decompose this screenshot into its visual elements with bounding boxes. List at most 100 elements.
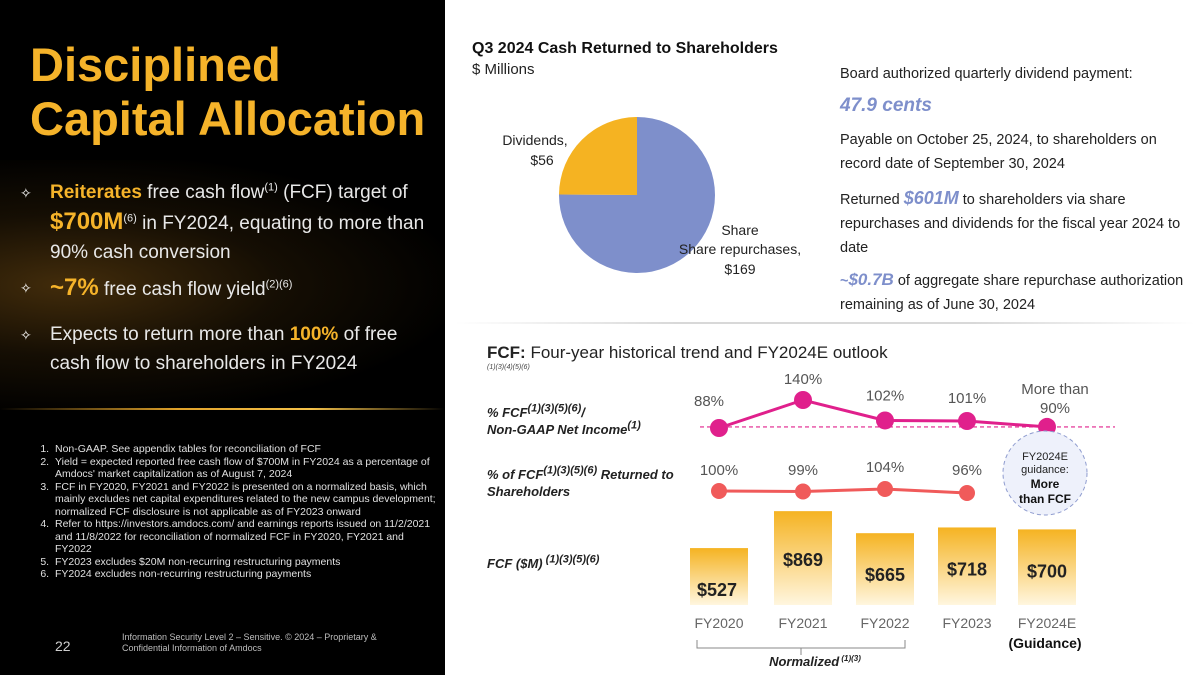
fcf-net-income-label: 101% [948,390,986,407]
row-label-fcf-net-income: % FCF(1)(3)(5)(6)/ Non-GAAP Net Income(1… [487,402,641,438]
footnote-ref: (2)(6) [265,278,293,291]
dividend-amount: 47.9 cents [840,93,1190,119]
fcf-net-income-label: 140% [784,371,822,388]
fcf-returned-label: 104% [866,459,904,476]
guidance-bubble-line2: guidance: [1021,464,1069,476]
pie-chart-title: Q3 2024 Cash Returned to Shareholders [472,40,778,57]
dividend-value: 47.9 cents [840,95,932,116]
returned-text: Returned $601M to shareholders via share… [840,186,1190,260]
fcf-net-income-label: 90% [1040,400,1070,417]
footnote-ref: (1)(3)(5)(6) [527,402,582,415]
row-label-text: % FCF [487,405,528,420]
fcf-bar [938,527,996,605]
footnote-ref: (1)(3)(5)(6) [543,464,598,477]
fcf-section-title: FCF: Four-year historical trend and FY20… [487,343,888,363]
bullet-text: free cash flow yield [98,279,266,300]
returned-pre: Returned [840,192,904,208]
fcf-category-label: FY2023 [942,615,991,631]
auth-post: of aggregate share repurchase authorizat… [840,273,1184,313]
pie-label-repurchases: Share repurchases, [679,241,801,257]
fcf-returned-point [711,483,727,499]
section-divider [455,322,1195,324]
bullet-value: 100% [289,324,339,345]
highlight-glow [0,160,445,410]
fcf-bar-label: $700 [1027,561,1067,581]
row-label-text: Non-GAAP Net Income [487,422,628,437]
sparkle-icon: ✧ [20,327,32,343]
fcf-net-income-label: More than [1021,381,1089,398]
fcf-net-income-point [794,391,812,409]
fcf-returned-point [877,481,893,497]
normalized-footnote: (1)(3) [839,654,861,663]
fcf-returned-label: 96% [952,462,982,479]
fcf-category-label: FY2024E [1018,615,1076,631]
bullet-text: (FCF) target of [277,182,408,203]
fcf-title-rest: Four-year historical trend and FY2024E o… [525,343,888,362]
footnote: FY2024 excludes non-recurring restructur… [52,568,440,581]
bullet-value: $700M [50,208,124,235]
bullet-value: ~7% [50,274,99,301]
fcf-bar-label: $527 [697,580,737,600]
normalized-label: Normalized (1)(3) [769,654,861,669]
fcf-returned-point [959,485,975,501]
fcf-returned-line [718,487,968,495]
page-title: Disciplined Capital Allocation [30,38,426,145]
bullet-fcf-yield: ✧ ~7% free cash flow yield(2)(6) [20,273,440,304]
fcf-net-income-label: 102% [866,387,904,404]
row-label-fcf-returned: % of FCF(1)(3)(5)(6) Returned to Shareho… [487,464,687,500]
fcf-returned-point [795,483,811,500]
pie-label-share: Share [721,222,759,238]
guidance-bubble [1002,430,1088,516]
fcf-footnote-refs: (1)(3)(4)(5)(6) [487,364,530,371]
fcf-net-income-label: 88% [694,393,724,410]
bullet-text: of free cash flow to shareholders in FY2… [50,324,398,374]
guidance-bubble-line3: More [1031,477,1060,491]
bullet-fcf-target: ✧ Reiterates free cash flow(1) (FCF) tar… [20,178,440,267]
fcf-net-income-point [710,419,728,437]
footnote: Non-GAAP. See appendix tables for reconc… [52,443,440,456]
auth-pre: ~ [840,273,849,289]
fcf-returned-label: 99% [788,462,818,479]
bullet-text: in FY2024, equating to more than 90% cas… [50,213,425,263]
fcf-category-label: FY2020 [694,615,743,631]
pie-label-dividends: Dividends, [502,132,567,148]
returned-post: to shareholders via share repurchases an… [840,192,1181,256]
footnote: Refer to https://investors.amdocs.com/ a… [52,518,440,556]
footnote: FY2023 excludes $20M non-recurring restr… [52,556,440,569]
pie-value-repurchases: $169 [724,261,755,277]
row-label-text: / [581,405,585,420]
legal-notice: Information Security Level 2 – Sensitive… [122,632,377,653]
bullet-text: Expects to return more than [50,324,290,345]
footnote-ref: (1) [627,419,641,432]
highlight-line [0,408,445,410]
row-label-fcf-millions: FCF ($M) (1)(3)(5)(6) [487,554,599,572]
pie-chart: Dividends, $56 Share Share repurchases, … [502,117,801,277]
fcf-category-label: FY2021 [778,615,827,631]
guidance-bubble-line4: than FCF [1019,492,1071,506]
fcf-bar-label: $869 [783,550,823,570]
fcf-bar-label: $718 [947,559,987,579]
fcf-title-bold: FCF: [487,343,526,362]
fcf-bar [1018,529,1076,605]
footnotes: Non-GAAP. See appendix tables for reconc… [30,443,440,581]
sparkle-icon: ✧ [20,280,32,296]
fcf-net-income-series: 88% 140% 102% 101% More than 90% [694,371,1115,437]
fcf-bar-series: $527 $869 $665 $718 $700 [690,511,1076,605]
fcf-returned-series: 100% 99% 104% 96% [700,459,982,501]
left-panel: Disciplined Capital Allocation ✧ Reitera… [0,0,445,675]
sparkle-icon: ✧ [20,185,32,201]
footnote-ref: (1) [264,181,278,194]
row-label-text: Returned to Shareholders [487,467,674,499]
auth-value: $0.7B [848,270,894,289]
footnote-ref: (6) [123,212,137,225]
board-authorization-text: Board authorized quarterly dividend paym… [840,66,1133,82]
fcf-bar [856,533,914,605]
fcf-net-income-point [876,411,894,430]
bullet-lead: Reiterates [50,182,142,203]
fcf-bar-label: $665 [865,565,905,585]
payable-text: Payable on October 25, 2024, to sharehol… [840,132,1157,172]
fcf-category-axis: FY2020 FY2021 FY2022 FY2023 FY2024E [694,615,1076,631]
footnote: FCF in FY2020, FY2021 and FY2022 is pres… [52,481,440,519]
fcf-bar [774,511,832,605]
